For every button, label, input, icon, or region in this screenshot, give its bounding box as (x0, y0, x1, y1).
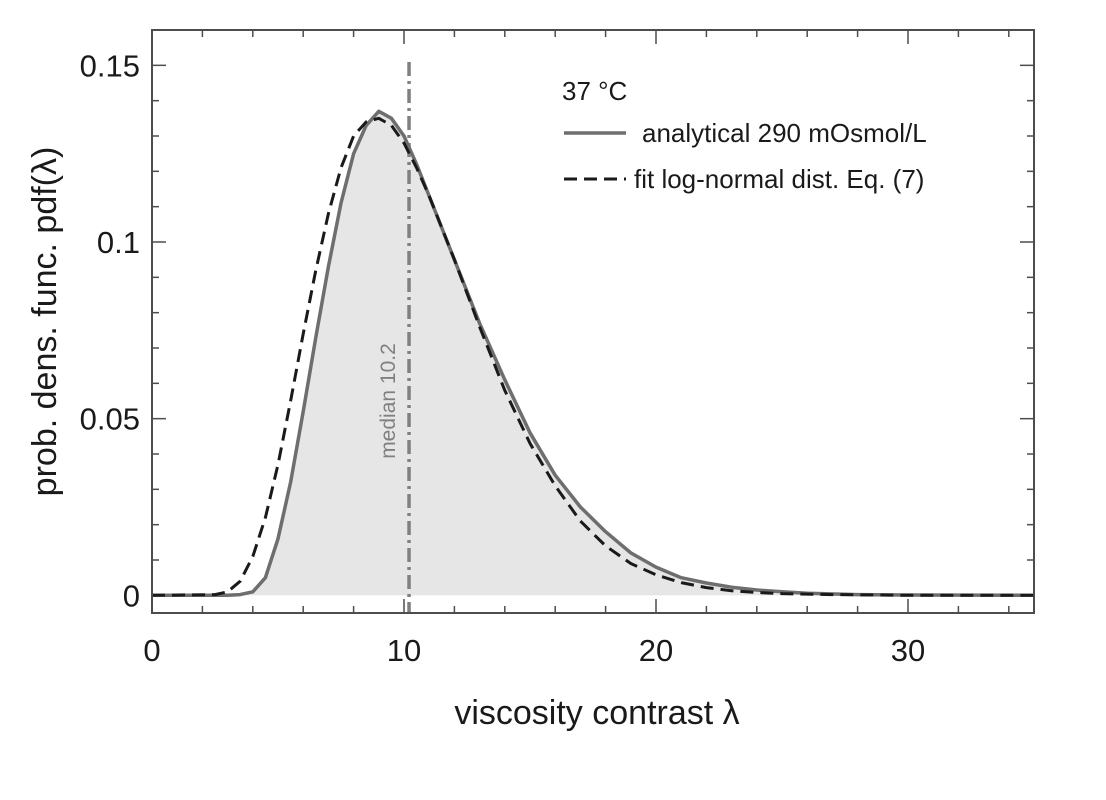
plot-frame (151, 29, 1035, 614)
tick-labels-layer: 0 10 20 30 0 0.05 0.1 0.15 (80, 48, 926, 668)
median-label: median 10.2 (377, 343, 400, 459)
y-tick-label: 0.05 (80, 402, 140, 437)
series-layer (151, 109, 1035, 598)
legend: 37 °C analytical 290 mOsmol/L fit log-no… (562, 76, 927, 194)
x-tick-label: 10 (387, 633, 421, 668)
x-tick-label: 0 (143, 633, 160, 668)
series-line-fit (151, 116, 1034, 597)
x-axis-label: viscosity contrast λ (454, 694, 739, 732)
y-axis-label: prob. dens. func. pdf(λ) (26, 147, 64, 497)
y-tick-label: 0 (123, 578, 140, 613)
legend-label-fit: fit log-normal dist. Eq. (7) (634, 164, 924, 194)
area-fill-layer (152, 111, 1034, 596)
x-tick-label: 30 (891, 633, 925, 668)
y-tick-label: 0.15 (80, 48, 140, 83)
area-fill-analytical (152, 111, 1034, 596)
legend-label-analytical: analytical 290 mOsmol/L (642, 118, 927, 148)
y-tick-label: 0.1 (97, 225, 140, 260)
series-line-analytical (152, 109, 1035, 598)
legend-title: 37 °C (562, 76, 627, 106)
x-tick-label: 20 (639, 633, 673, 668)
